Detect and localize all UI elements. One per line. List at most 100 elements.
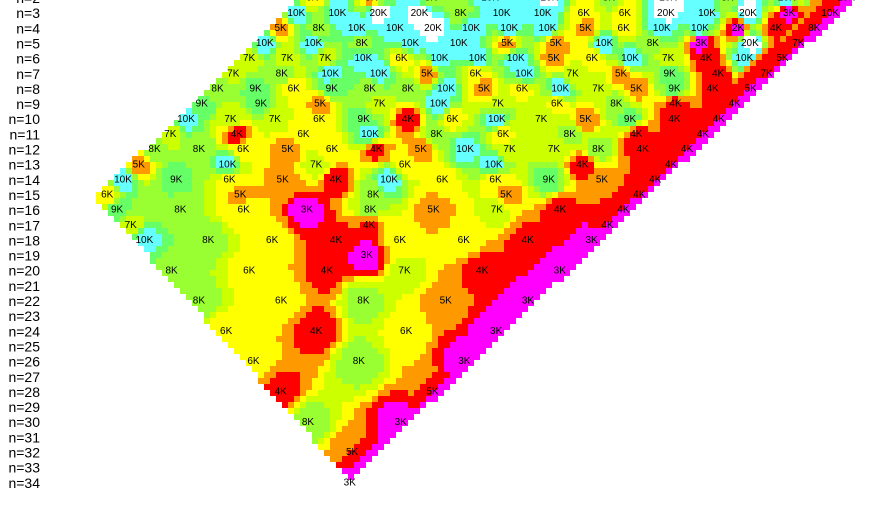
heatmap-cell: [708, 42, 714, 48]
heatmap-cell: [330, 348, 336, 354]
heatmap-cell: [330, 276, 336, 282]
heatmap-cell: [366, 126, 372, 132]
heatmap-cell: [594, 132, 600, 138]
heatmap-cell: [744, 18, 750, 24]
heatmap-cell: [732, 108, 738, 114]
heatmap-cell: [366, 354, 372, 360]
heatmap-cell: [750, 78, 756, 84]
heatmap-cell: [414, 192, 420, 198]
heatmap-cell: [384, 348, 390, 354]
heatmap-cell: [504, 126, 510, 132]
heatmap-cell: [690, 78, 696, 84]
heatmap-cell: [282, 66, 288, 72]
heatmap-cell: [438, 150, 444, 156]
heatmap-cell: [720, 60, 726, 66]
heatmap-cell: [240, 246, 246, 252]
heatmap-cell: [462, 342, 468, 348]
heatmap-cell: [276, 324, 282, 330]
heatmap-cell: [420, 252, 426, 258]
heatmap-cell: [576, 132, 582, 138]
heatmap-cell: [264, 72, 270, 78]
heatmap-cell: [240, 192, 246, 198]
heatmap-cell: [420, 180, 426, 186]
heatmap-cell: [600, 0, 606, 6]
heatmap-cell: [456, 354, 462, 360]
heatmap-cell: [180, 120, 186, 126]
heatmap-cell: [516, 126, 522, 132]
heatmap-cell: [246, 186, 252, 192]
heatmap-cell: [816, 24, 822, 30]
heatmap-cell: [528, 66, 534, 72]
heatmap-cell: [300, 132, 306, 138]
heatmap-cell: [474, 114, 480, 120]
heatmap-cell: [468, 36, 474, 42]
heatmap-cell: [570, 258, 576, 264]
heatmap-cell: [552, 36, 558, 42]
heatmap-cell: [462, 294, 468, 300]
heatmap-cell: [396, 132, 402, 138]
heatmap-cell: [162, 168, 168, 174]
heatmap-cell: [516, 258, 522, 264]
heatmap-cell: [558, 120, 564, 126]
heatmap-cell: [102, 198, 108, 204]
heatmap-cell: [228, 294, 234, 300]
heatmap-cell: [318, 84, 324, 90]
heatmap-cell: [402, 210, 408, 216]
heatmap-cell: [186, 138, 192, 144]
heatmap-cell: [174, 120, 180, 126]
heatmap-cell: [564, 78, 570, 84]
heatmap-cell: [672, 162, 678, 168]
heatmap-cell: [738, 0, 744, 6]
heatmap-cell: [576, 24, 582, 30]
heatmap-cell: [408, 288, 414, 294]
heatmap-cell: [348, 360, 354, 366]
heatmap-cell: [324, 330, 330, 336]
heatmap-cell: [342, 378, 348, 384]
heatmap-cell: [690, 54, 696, 60]
heatmap-cell: [696, 108, 702, 114]
heatmap-cell: [258, 192, 264, 198]
heatmap-cell: [294, 150, 300, 156]
heatmap-cell: [606, 114, 612, 120]
heatmap-cell: [426, 288, 432, 294]
heatmap-cell: [258, 264, 264, 270]
heatmap-cell: [282, 30, 288, 36]
heatmap-cell: [384, 18, 390, 24]
heatmap-cell: [402, 270, 408, 276]
heatmap-cell: [642, 150, 648, 156]
heatmap-cell: [390, 192, 396, 198]
heatmap-cell: [366, 216, 372, 222]
heatmap-cell: [480, 324, 486, 330]
heatmap-cell: [204, 132, 210, 138]
heatmap-cell: [432, 96, 438, 102]
heatmap-cell: [402, 240, 408, 246]
heatmap-cell: [246, 54, 252, 60]
heatmap-cell: [516, 276, 522, 282]
heatmap-cell: [510, 0, 516, 6]
heatmap-cell: [354, 246, 360, 252]
heatmap-cell: [336, 384, 342, 390]
heatmap-cell: [300, 192, 306, 198]
heatmap-cell: [396, 90, 402, 96]
heatmap-cell: [528, 72, 534, 78]
heatmap-cell: [474, 252, 480, 258]
heatmap-cell: [198, 228, 204, 234]
heatmap-cell: [504, 228, 510, 234]
heatmap-cell: [330, 354, 336, 360]
heatmap-cell: [282, 84, 288, 90]
heatmap-cell: [210, 282, 216, 288]
heatmap-cell: [360, 24, 366, 30]
heatmap-cell: [624, 168, 630, 174]
heatmap-cell: [312, 132, 318, 138]
heatmap-cell: [522, 24, 528, 30]
heatmap-cell: [390, 384, 396, 390]
heatmap-cell: [222, 228, 228, 234]
heatmap-cell: [378, 378, 384, 384]
heatmap-cell: [582, 66, 588, 72]
heatmap-cell: [546, 264, 552, 270]
heatmap-cell: [360, 102, 366, 108]
heatmap-cell: [342, 102, 348, 108]
heatmap-cell: [348, 186, 354, 192]
heatmap-cell: [336, 108, 342, 114]
heatmap-cell: [612, 204, 618, 210]
